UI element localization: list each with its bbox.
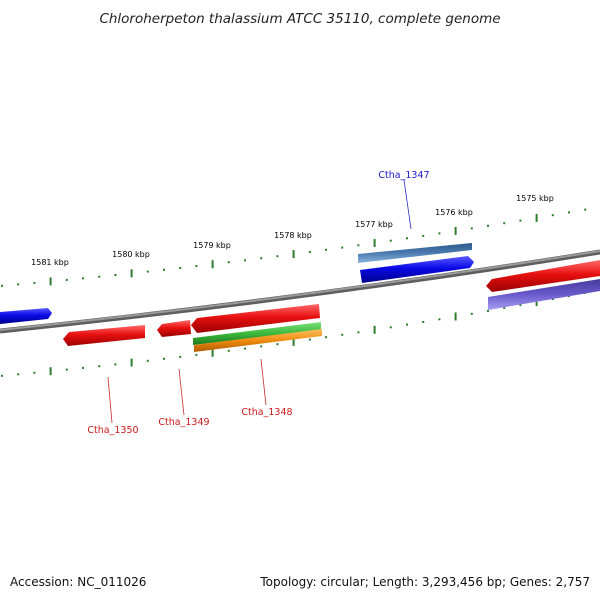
gene-label-ctha-1348[interactable]: Ctha_1348 <box>241 407 292 418</box>
tick-label-1577: 1577 kbp <box>355 220 393 229</box>
gene-label-ctha-1350[interactable]: Ctha_1350 <box>87 425 138 436</box>
tick-label-1580: 1580 kbp <box>112 250 150 259</box>
leader-line-ctha-1348 <box>260 358 267 406</box>
gene-feature-blue-forward[interactable] <box>360 256 474 283</box>
gene-feature-ctha-1348[interactable] <box>191 304 320 333</box>
leader-line-ctha-1350 <box>107 376 113 424</box>
gene-feature-ctha-1349[interactable] <box>157 320 191 337</box>
tick-label-1581: 1581 kbp <box>31 258 69 267</box>
tick-label-1576: 1576 kbp <box>435 208 473 217</box>
tick-label-1575: 1575 kbp <box>516 194 554 203</box>
topology-summary-text: Topology: circular; Length: 3,293,456 bp… <box>259 575 590 589</box>
accession-text: Accession: NC_011026 <box>10 575 146 589</box>
genome-backbone <box>0 250 600 331</box>
leader-line-ctha-1347 <box>403 179 412 230</box>
gene-feature-green[interactable] <box>193 322 321 345</box>
map-title: Chloroherpeton thalassium ATCC 35110, co… <box>99 11 500 27</box>
gene-feature-ctha-1350[interactable] <box>63 325 145 346</box>
gene-feature-red-right[interactable] <box>486 260 600 292</box>
gene-feature-blue-left[interactable] <box>0 308 52 324</box>
gene-label-ctha-1349[interactable]: Ctha_1349 <box>158 417 209 428</box>
gene-feature-ctha-1347[interactable] <box>358 243 472 263</box>
gene-feature-orange[interactable] <box>194 329 322 352</box>
tick-label-1578: 1578 kbp <box>274 231 312 240</box>
tick-label-1579: 1579 kbp <box>193 241 231 250</box>
outer-tick-ring <box>1 208 587 287</box>
gene-feature-purple-right[interactable] <box>488 279 600 310</box>
leader-line-ctha-1349 <box>178 368 185 416</box>
gene-label-ctha-1347[interactable]: Ctha_1347 <box>378 170 429 181</box>
